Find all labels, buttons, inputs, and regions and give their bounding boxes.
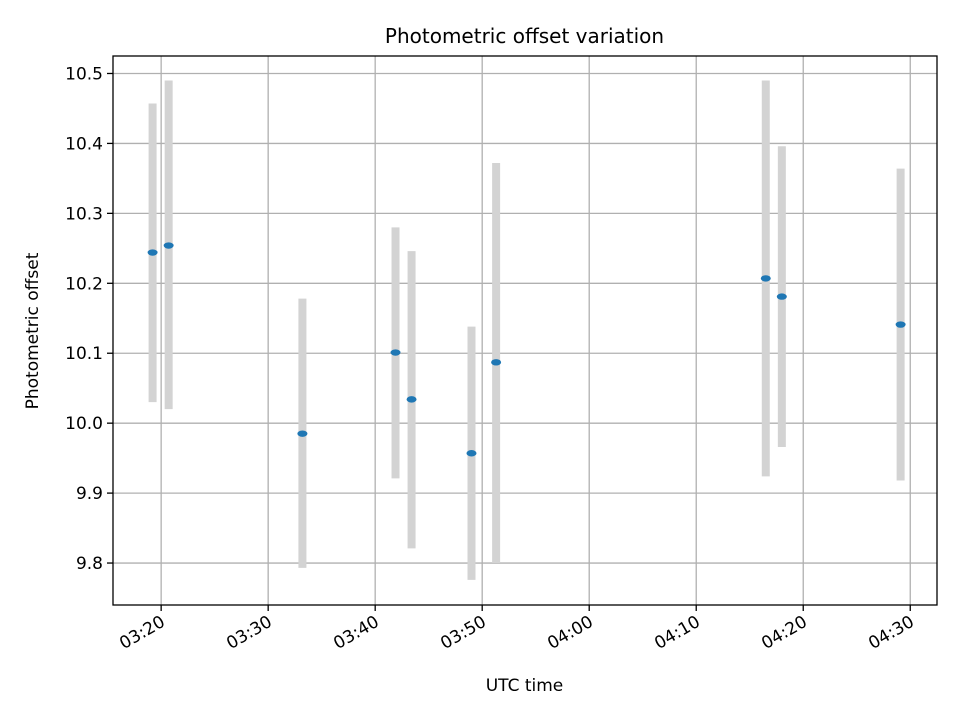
x-tick-label: 03:20	[116, 612, 168, 654]
chart-title: Photometric offset variation	[385, 24, 664, 48]
data-point	[297, 430, 308, 437]
x-tick-label: 04:20	[758, 612, 810, 654]
x-axis-label: UTC time	[486, 676, 564, 696]
y-axis-ticks: 9.8 9.9 10.0 10.1 10.2 10.3 10.4 10.5	[65, 64, 113, 574]
y-tick-label: 10.0	[65, 414, 103, 434]
data-points	[147, 242, 906, 457]
x-tick-label: 03:30	[223, 612, 275, 654]
y-tick-label: 10.4	[65, 134, 103, 154]
data-point	[390, 349, 401, 356]
y-tick-label: 10.3	[65, 204, 103, 224]
x-axis-ticks: 03:20 03:30 03:40 03:50 04:00 04:10 04:20 04:30	[116, 605, 918, 654]
data-point	[895, 321, 906, 328]
x-tick-label: 04:30	[865, 612, 917, 654]
data-point	[406, 396, 417, 403]
data-point	[491, 359, 502, 366]
y-tick-label: 9.8	[76, 554, 103, 574]
y-tick-label: 9.9	[76, 484, 103, 504]
x-tick-label: 03:50	[437, 612, 489, 654]
plot-frame	[112, 55, 938, 606]
x-tick-label: 04:10	[651, 612, 703, 654]
y-tick-label: 10.5	[65, 64, 103, 84]
error-bars	[148, 80, 905, 580]
x-tick-label: 04:00	[544, 612, 596, 654]
data-point	[147, 249, 158, 256]
x-tick-label: 03:40	[330, 612, 382, 654]
grid-lines	[113, 56, 937, 605]
data-point	[466, 450, 477, 457]
y-tick-label: 10.2	[65, 274, 103, 294]
y-tick-label: 10.1	[65, 344, 103, 364]
data-point	[163, 242, 174, 249]
y-axis-label: Photometric offset	[23, 252, 43, 409]
data-point	[760, 275, 771, 282]
data-point	[776, 293, 787, 300]
